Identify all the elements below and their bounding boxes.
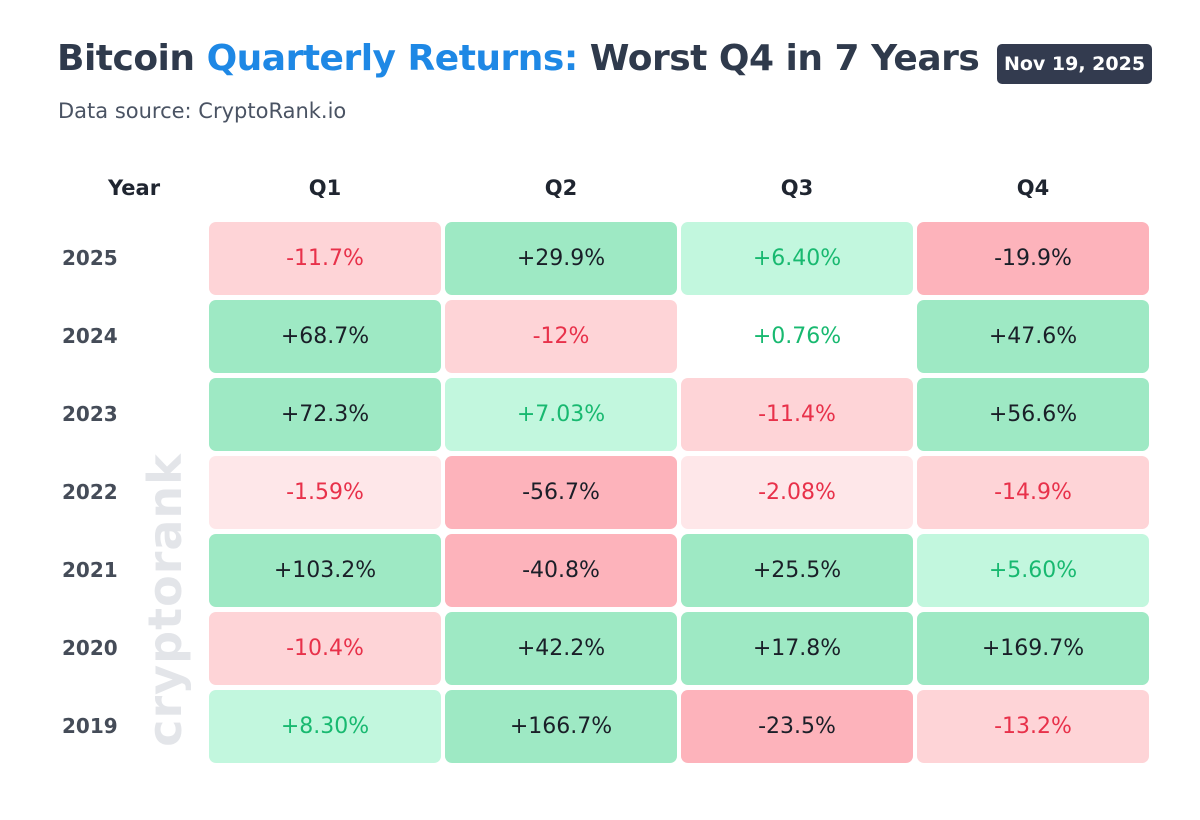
year-label-2020: 2020 [62,636,118,660]
return-cell-2021-q2: -40.8% [445,534,677,607]
return-cell-2023-q4: +56.6% [917,378,1149,451]
cryptorank-watermark-logo: cryptorank [138,453,192,747]
return-cell-2021-q1: +103.2% [209,534,441,607]
column-header-q3: Q3 [780,176,814,200]
column-header-q1: Q1 [308,176,342,200]
return-cell-2023-q1: +72.3% [209,378,441,451]
return-cell-2020-q2: +42.2% [445,612,677,685]
return-cell-2022-q1: -1.59% [209,456,441,529]
return-cell-2024-q4: +47.6% [917,300,1149,373]
return-cell-2021-q3: +25.5% [681,534,913,607]
return-cell-2019-q3: -23.5% [681,690,913,763]
return-cell-2020-q1: -10.4% [209,612,441,685]
return-cell-2019-q4: -13.2% [917,690,1149,763]
return-cell-2025-q3: +6.40% [681,222,913,295]
return-cell-2022-q4: -14.9% [917,456,1149,529]
year-column-header: Year [108,176,161,200]
return-cell-2022-q3: -2.08% [681,456,913,529]
return-cell-2025-q1: -11.7% [209,222,441,295]
column-header-q2: Q2 [544,176,578,200]
return-cell-2019-q2: +166.7% [445,690,677,763]
return-cell-2019-q1: +8.30% [209,690,441,763]
return-cell-2025-q2: +29.9% [445,222,677,295]
return-cell-2023-q3: -11.4% [681,378,913,451]
title-accent: Quarterly Returns: [206,38,579,79]
title-part-1: Bitcoin [57,38,207,79]
return-cell-2022-q2: -56.7% [445,456,677,529]
return-cell-2020-q3: +17.8% [681,612,913,685]
return-cell-2024-q1: +68.7% [209,300,441,373]
return-cell-2024-q3: +0.76% [681,300,913,373]
year-label-2025: 2025 [62,246,118,270]
data-source-subtitle: Data source: CryptoRank.io [58,99,347,123]
title-part-2: Worst Q4 in 7 Years [577,38,980,79]
return-cell-2025-q4: -19.9% [917,222,1149,295]
year-label-2021: 2021 [62,558,118,582]
return-cell-2021-q4: +5.60% [917,534,1149,607]
page-title: Bitcoin Quarterly Returns: Worst Q4 in 7… [57,38,980,79]
return-cell-2023-q2: +7.03% [445,378,677,451]
column-header-q4: Q4 [1016,176,1050,200]
year-label-2022: 2022 [62,480,118,504]
year-label-2019: 2019 [62,714,118,738]
return-cell-2024-q2: -12% [445,300,677,373]
date-badge: Nov 19, 2025 [997,44,1152,84]
year-label-2023: 2023 [62,402,118,426]
year-label-2024: 2024 [62,324,118,348]
return-cell-2020-q4: +169.7% [917,612,1149,685]
